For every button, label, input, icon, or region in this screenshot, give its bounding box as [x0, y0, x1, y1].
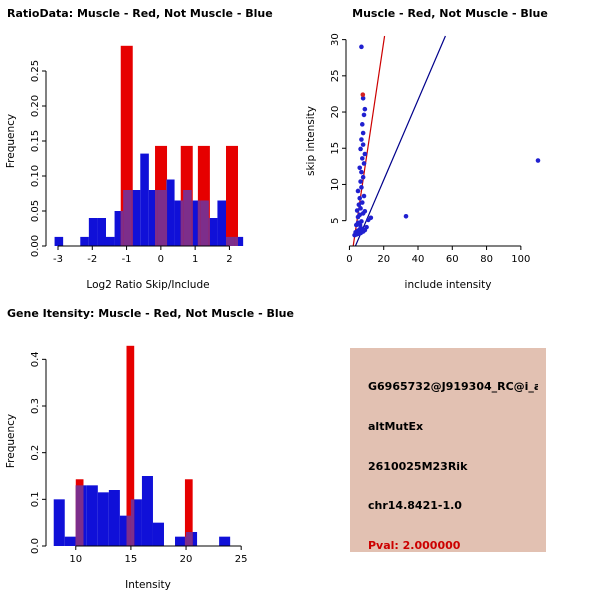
gene-histogram-title: Gene Itensity: Muscle - Red, Not Muscle …: [7, 307, 294, 320]
ratio-histogram-chart: -3 -2 -1 0 1 2 0.00 0.05 0.10 0.15 0.20 0.25 Log2 Ra…: [5, 45, 244, 291]
svg-text:5: 5: [330, 217, 341, 223]
svg-text:-3: -3: [53, 254, 63, 265]
svg-text:0.00: 0.00: [30, 235, 41, 257]
svg-text:20: 20: [180, 554, 193, 565]
svg-text:25: 25: [330, 69, 341, 82]
svg-text:15: 15: [330, 142, 341, 155]
svg-text:0.3: 0.3: [30, 398, 41, 414]
svg-text:15: 15: [125, 554, 138, 565]
svg-text:80: 80: [480, 254, 493, 265]
svg-text:0.05: 0.05: [30, 200, 41, 222]
svg-text:100: 100: [511, 254, 530, 265]
svg-text:Frequency: Frequency: [5, 114, 17, 168]
panel-info: G6965732@J919304_RC@i_at altMutEx 261002…: [300, 300, 600, 600]
svg-text:0.4: 0.4: [30, 351, 41, 367]
svg-text:Frequency: Frequency: [5, 414, 17, 468]
pval-text: Pval: 2.000000: [368, 539, 461, 552]
svg-text:0.25: 0.25: [30, 60, 41, 82]
scatter-chart: 0 20 40 60 80 100 5 10 15 20 25 30 include intensity…: [305, 33, 541, 291]
probe-id-text: G6965732@J919304_RC@i_at: [368, 380, 538, 393]
svg-text:2: 2: [226, 254, 232, 265]
svg-text:0.2: 0.2: [30, 445, 41, 461]
svg-text:20: 20: [377, 254, 390, 265]
svg-text:60: 60: [446, 254, 459, 265]
chromosome-location-text: chr14.8421-1.0: [368, 499, 462, 513]
svg-text:Intensity: Intensity: [125, 579, 171, 591]
svg-text:0: 0: [158, 254, 164, 265]
svg-text:0.1: 0.1: [30, 491, 41, 507]
svg-text:-2: -2: [87, 254, 97, 265]
svg-text:include intensity: include intensity: [405, 279, 492, 291]
svg-text:10: 10: [69, 554, 82, 565]
gene-symbol-text: 2610025M23Rik: [368, 459, 468, 473]
scatter-title: Muscle - Red, Not Muscle - Blue: [352, 7, 548, 20]
svg-text:20: 20: [330, 106, 341, 119]
svg-text:10: 10: [330, 178, 341, 191]
svg-text:0.20: 0.20: [30, 95, 41, 117]
panel-scatter: 0 20 40 60 80 100 5 10 15 20 25 30 include intensity…: [300, 0, 600, 300]
event-type-text: altMutEx: [368, 419, 424, 433]
panel-gene-histogram: 10 15 20 25 0.0 0.1 0.2 0.3 0.4 Intensity Frequenc…: [0, 300, 300, 600]
svg-text:40: 40: [412, 254, 425, 265]
svg-text:30: 30: [330, 33, 341, 46]
svg-text:skip intensity: skip intensity: [305, 106, 317, 176]
svg-text:0: 0: [346, 254, 352, 265]
svg-text:25: 25: [235, 554, 248, 565]
svg-text:Log2 Ratio Skip/Include: Log2 Ratio Skip/Include: [86, 279, 209, 291]
svg-text:-1: -1: [122, 254, 132, 265]
gene-histogram-chart: 10 15 20 25 0.0 0.1 0.2 0.3 0.4 Intensity Frequenc…: [5, 345, 248, 591]
gene-info-box: G6965732@J919304_RC@i_at altMutEx 261002…: [350, 348, 546, 552]
panel-ratio-histogram: -3 -2 -1 0 1 2 0.00 0.05 0.10 0.15 0.20 0.25 Log2 Ra…: [0, 0, 300, 300]
ratio-histogram-title: RatioData: Muscle - Red, Not Muscle - Bl…: [7, 7, 273, 20]
svg-text:1: 1: [192, 254, 198, 265]
svg-text:0.0: 0.0: [30, 538, 41, 554]
svg-text:0.15: 0.15: [30, 130, 41, 152]
svg-text:0.10: 0.10: [30, 165, 41, 187]
